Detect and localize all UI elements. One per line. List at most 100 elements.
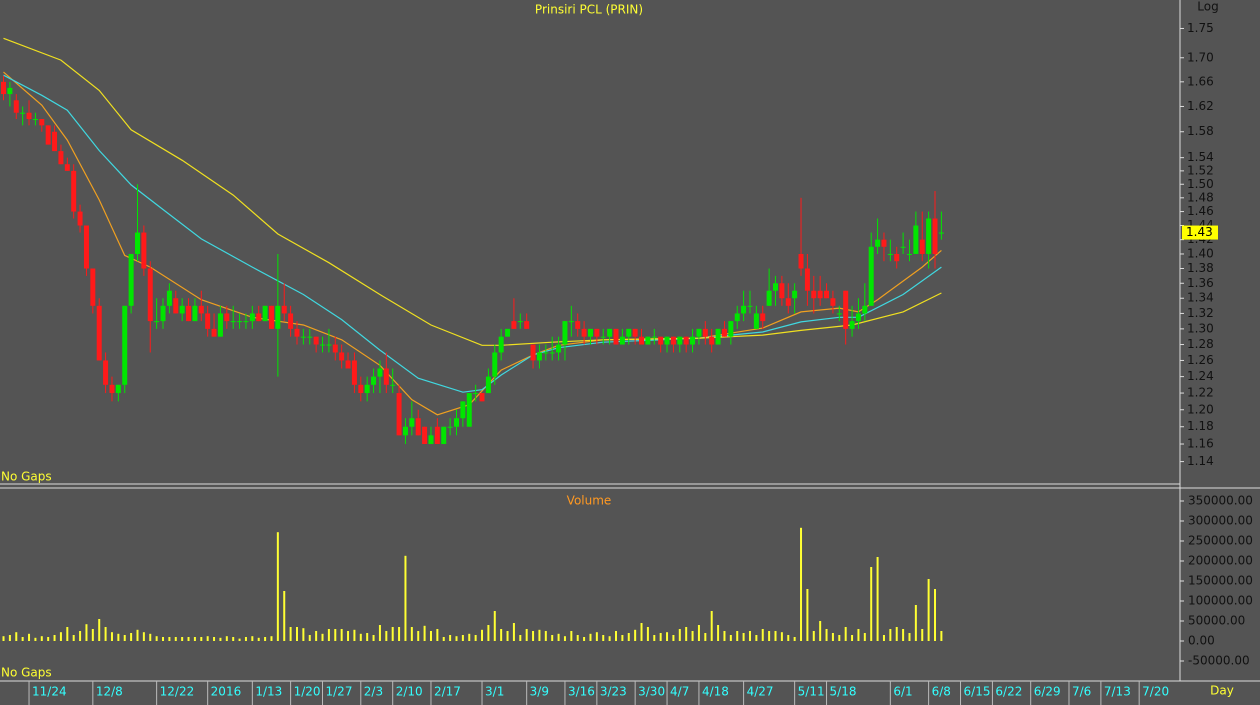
volume-bar (302, 628, 305, 641)
volume-bar (308, 635, 311, 641)
candle-body (709, 336, 715, 345)
volume-bar (142, 632, 145, 641)
y-tick-label: 1.20 (1187, 402, 1214, 416)
candle-body (434, 426, 440, 445)
volume-bar (487, 625, 490, 641)
volume-bar (8, 635, 11, 641)
x-tick-label: 6/29 (1034, 685, 1061, 699)
candle-body (696, 328, 702, 337)
candle-body (300, 336, 306, 338)
candle-body (875, 239, 881, 247)
candle-body (268, 305, 274, 329)
x-tick-label: 2/17 (434, 685, 461, 699)
volume-bar (570, 631, 573, 641)
x-tick-label: 4/27 (747, 685, 774, 699)
candle-body (753, 313, 759, 329)
volume-bar (47, 637, 50, 641)
volume-bar (704, 633, 707, 641)
volume-bar (921, 629, 924, 641)
candle-body (881, 239, 887, 247)
volume-bar (66, 627, 69, 641)
candle-body (115, 384, 121, 394)
candle-body (39, 119, 45, 126)
candle-body (715, 328, 721, 345)
volume-bar (213, 637, 216, 641)
volume-bar (640, 623, 643, 641)
candle-body (64, 164, 70, 171)
volume-bar (187, 637, 190, 641)
candle-body (71, 170, 77, 212)
candle-body (364, 384, 370, 394)
x-tick-label: 3/9 (530, 685, 549, 699)
y-tick-label: 1.48 (1187, 190, 1214, 204)
candle-body (447, 426, 453, 428)
volume-bar (130, 633, 133, 641)
volume-bar (449, 635, 452, 641)
volume-bar (91, 629, 94, 641)
candle-body (83, 225, 89, 269)
candle-body (938, 232, 944, 234)
candle-body (613, 328, 619, 345)
candle-body (906, 253, 912, 255)
volume-bar (429, 631, 432, 641)
candle-body (568, 321, 574, 323)
candle-body (594, 328, 600, 337)
candle-body (702, 328, 708, 337)
candle-body (320, 344, 326, 346)
last-price-box (1182, 225, 1218, 240)
volume-bar (729, 635, 732, 641)
x-tick-label: 3/30 (638, 685, 665, 699)
volume-bar (174, 637, 177, 641)
volume-bar (225, 636, 228, 641)
y-tick-label: 200000.00 (1188, 554, 1253, 568)
x-tick-label: 5/11 (798, 685, 825, 699)
candle-body (639, 336, 645, 345)
candle-body (479, 393, 485, 402)
x-tick-label: 1/27 (326, 685, 353, 699)
volume-bar (532, 631, 535, 641)
volume-bar (710, 611, 713, 641)
candle-body (926, 218, 932, 254)
volume-bar (519, 635, 522, 641)
volume-bar (149, 633, 152, 641)
candle-body (453, 418, 459, 427)
y-tick-label: 1.28 (1187, 337, 1214, 351)
volume-bar (506, 631, 509, 641)
volume-bar (455, 636, 458, 641)
candle-body (243, 321, 249, 323)
y-tick-label: 50000.00 (1188, 614, 1245, 628)
candle-body (402, 426, 408, 436)
volume-bar (851, 635, 854, 641)
volume-bar (576, 635, 579, 641)
x-tick-label: 7/20 (1142, 685, 1169, 699)
candle-body (358, 384, 364, 394)
candle-body (58, 151, 64, 165)
candle-body (677, 336, 683, 345)
candle-body (345, 360, 351, 369)
candle-body (690, 336, 696, 345)
volume-bar (168, 637, 171, 641)
volume-bar (812, 631, 815, 641)
candle-body (511, 321, 517, 329)
y-tick-label: 1.52 (1187, 163, 1214, 177)
volume-bar (914, 605, 917, 641)
volume-bar (819, 621, 822, 641)
volume-bar (717, 625, 720, 641)
volume-bar (525, 629, 528, 641)
volume-bar (544, 631, 547, 641)
candle-body (409, 418, 415, 427)
candle-body (339, 352, 345, 361)
candle-body (32, 119, 38, 121)
volume-bar (646, 627, 649, 641)
candle-body (626, 328, 632, 337)
candle-body (441, 426, 447, 445)
x-tick-label: 3/16 (568, 685, 595, 699)
candle-body (109, 384, 115, 394)
volume-bar (940, 631, 943, 641)
candle-body (913, 225, 919, 254)
candle-body (721, 328, 727, 337)
candle-body (919, 239, 925, 254)
candle-body (766, 290, 772, 306)
y-tick-label: 350000.00 (1188, 494, 1253, 508)
